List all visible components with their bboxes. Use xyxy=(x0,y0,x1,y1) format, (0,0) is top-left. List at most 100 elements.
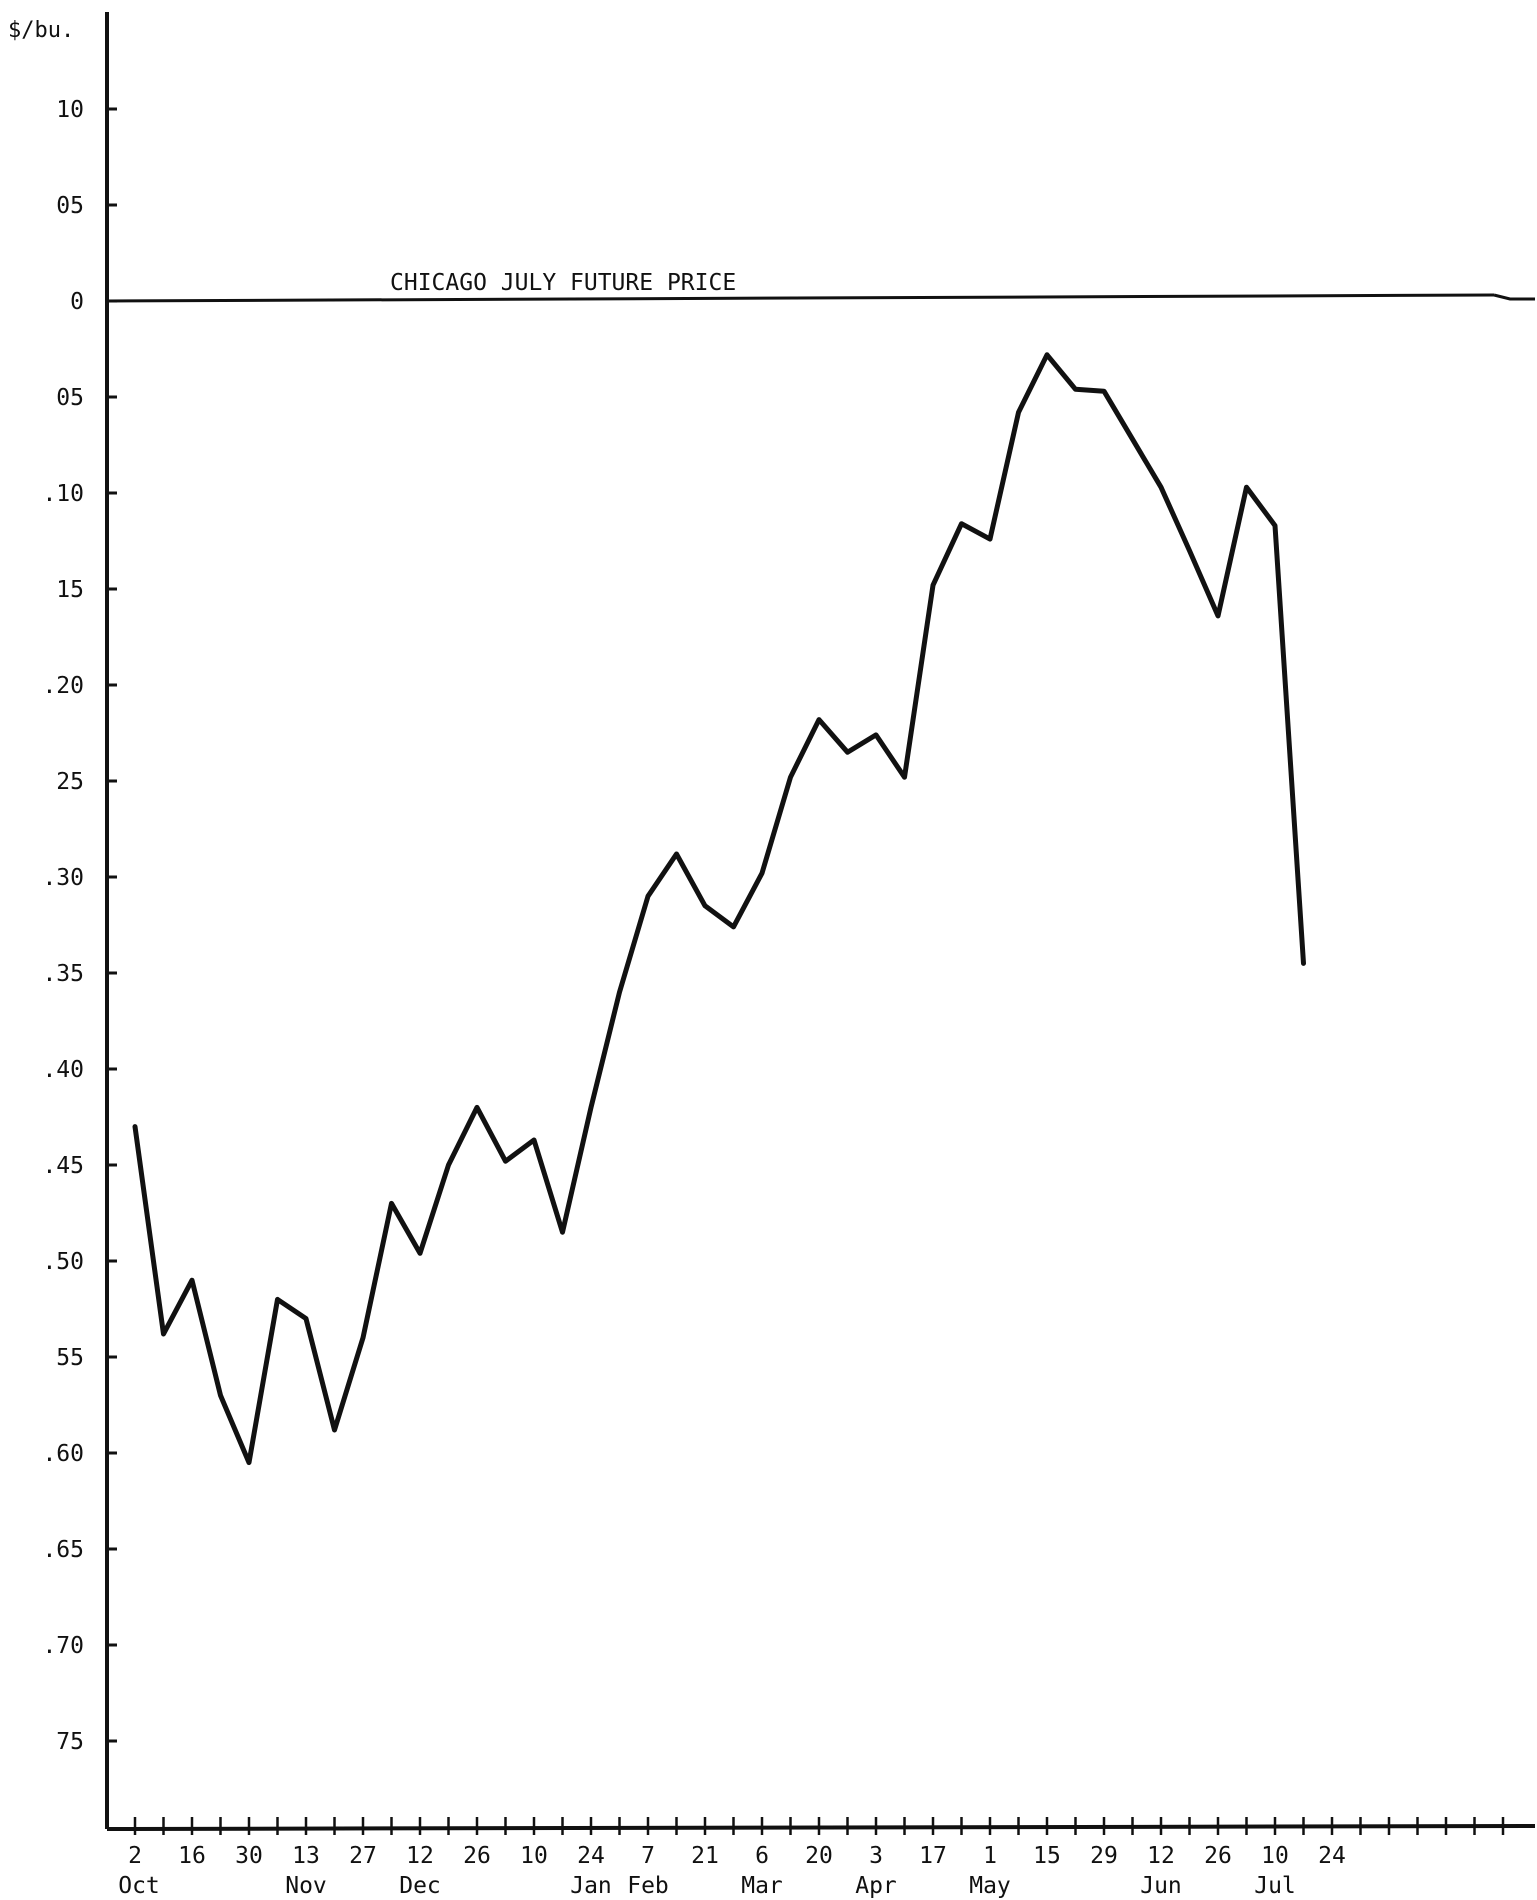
y-tick-label: .50 xyxy=(42,1249,84,1275)
x-axis xyxy=(106,1824,1536,1831)
y-tick-label: .10 xyxy=(42,481,84,507)
x-tick-label: 26 xyxy=(1204,1843,1232,1869)
x-tick-label: 13 xyxy=(292,1843,320,1869)
series-point xyxy=(361,1336,365,1340)
reference-line-tail xyxy=(1493,293,1535,301)
series-line xyxy=(132,352,1306,1466)
x-tick-label: 21 xyxy=(691,1843,719,1869)
x-month-label: Apr xyxy=(855,1873,897,1899)
series-point xyxy=(817,718,821,722)
y-ticks: 10 05 0 05 .10 15 .20 25 .30 .35 .40 .45 .50 55 .60 .65… xyxy=(42,97,117,1755)
series-point xyxy=(190,1278,194,1282)
x-tick-label: 6 xyxy=(755,1843,769,1869)
series-point xyxy=(162,1332,165,1336)
x-month-label: Jun xyxy=(1140,1873,1182,1899)
y-tick-label: .70 xyxy=(42,1633,84,1659)
y-tick-label: 25 xyxy=(56,769,84,795)
series-point xyxy=(219,1393,222,1397)
series-point xyxy=(874,733,878,737)
series-point xyxy=(1102,389,1106,393)
series-point xyxy=(1045,353,1049,357)
reference-line xyxy=(106,293,1495,303)
x-tick-label: 12 xyxy=(1147,1843,1175,1869)
x-month-label: Oct xyxy=(118,1873,160,1899)
y-tick-label: 10 xyxy=(56,97,84,123)
series-point xyxy=(903,775,906,779)
series-point xyxy=(675,852,678,856)
x-month-label: May xyxy=(969,1873,1011,1899)
x-ticks: 2 16 30 13 27 12 26 10 24 7 21 6 20 3 17 1 15 29 12 26 10 24O… xyxy=(118,1817,1505,1899)
series-point xyxy=(931,583,935,587)
series-points xyxy=(133,353,1305,1465)
x-tick-label: 17 xyxy=(919,1843,947,1869)
series-point xyxy=(304,1317,308,1321)
y-tick-label: 15 xyxy=(56,577,84,603)
x-tick-label: 12 xyxy=(406,1843,434,1869)
y-tick-label: 75 xyxy=(56,1729,84,1755)
x-month-label: Jul xyxy=(1254,1873,1296,1899)
y-unit-label: $/bu. xyxy=(8,18,74,43)
x-tick-label: 1 xyxy=(983,1843,997,1869)
y-tick-label: 05 xyxy=(56,385,84,411)
series-point xyxy=(1216,614,1220,618)
y-tick-label: .60 xyxy=(42,1441,84,1467)
series-point xyxy=(760,871,764,875)
series-point xyxy=(390,1201,393,1205)
series-point xyxy=(589,1105,593,1109)
x-tick-label: 3 xyxy=(869,1843,883,1869)
y-tick-label: 05 xyxy=(56,193,84,219)
series-point xyxy=(1245,485,1248,489)
y-tick-label: .45 xyxy=(42,1153,84,1179)
series-point xyxy=(1302,961,1305,965)
series-point xyxy=(561,1230,564,1234)
series-point xyxy=(447,1163,450,1167)
x-month-label: Nov xyxy=(285,1873,327,1899)
x-month-label: Feb xyxy=(627,1873,669,1899)
x-tick-label: 30 xyxy=(235,1843,263,1869)
series-point xyxy=(988,537,992,541)
x-month-label: Mar xyxy=(741,1873,783,1899)
y-tick-label: .20 xyxy=(42,673,84,699)
x-tick-label: 24 xyxy=(1318,1843,1346,1869)
series-point xyxy=(646,894,650,898)
series-point xyxy=(276,1297,279,1301)
series-point xyxy=(475,1105,479,1109)
y-tick-label: .35 xyxy=(42,961,84,987)
series-point xyxy=(1074,387,1077,391)
series-point xyxy=(133,1125,137,1129)
series-point xyxy=(1188,549,1191,553)
series-point xyxy=(247,1461,251,1465)
y-tick-label: .40 xyxy=(42,1057,84,1083)
series-point xyxy=(960,522,963,526)
x-tick-label: 27 xyxy=(349,1843,377,1869)
x-tick-label: 10 xyxy=(520,1843,548,1869)
series-point xyxy=(1017,410,1020,414)
x-tick-label: 16 xyxy=(178,1843,206,1869)
x-tick-label: 2 xyxy=(128,1843,142,1869)
reference-line-label: CHICAGO JULY FUTURE PRICE xyxy=(390,270,736,296)
x-tick-label: 15 xyxy=(1033,1843,1061,1869)
x-tick-label: 26 xyxy=(463,1843,491,1869)
series-point xyxy=(703,904,707,908)
y-tick-label: 0 xyxy=(70,289,84,315)
y-tick-label: .30 xyxy=(42,865,84,891)
x-tick-label: 10 xyxy=(1261,1843,1289,1869)
x-tick-label: 29 xyxy=(1090,1843,1118,1869)
series-point xyxy=(618,990,621,994)
x-month-label: Jan xyxy=(570,1873,612,1899)
x-tick-label: 20 xyxy=(805,1843,833,1869)
series-point xyxy=(732,925,735,929)
x-tick-label: 24 xyxy=(577,1843,605,1869)
x-month-label: Dec xyxy=(399,1873,441,1899)
series-point xyxy=(333,1428,336,1432)
y-tick-label: .65 xyxy=(42,1537,84,1563)
x-tick-label: 7 xyxy=(641,1843,655,1869)
series-point xyxy=(418,1251,422,1255)
series-point xyxy=(846,750,849,754)
series-point xyxy=(789,775,792,779)
series-point xyxy=(1131,437,1134,441)
series-point xyxy=(1159,485,1163,489)
series-point xyxy=(532,1138,536,1142)
y-tick-label: 55 xyxy=(56,1345,84,1371)
